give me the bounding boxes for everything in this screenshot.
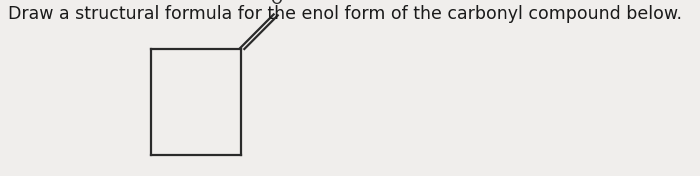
Text: O: O: [270, 0, 283, 7]
Text: Draw a structural formula for the enol form of the carbonyl compound below.: Draw a structural formula for the enol f…: [8, 5, 682, 23]
